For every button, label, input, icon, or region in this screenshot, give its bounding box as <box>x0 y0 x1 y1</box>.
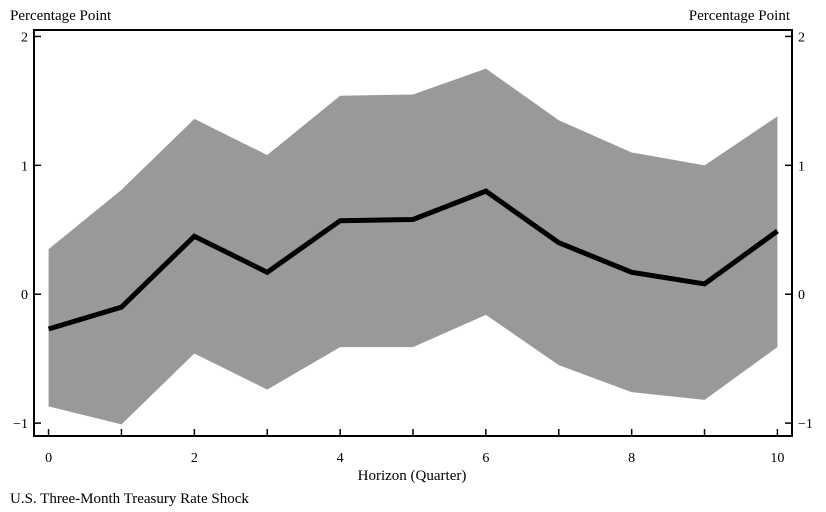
x-tick-label: 6 <box>482 451 489 466</box>
y-tick-label-left: 1 <box>21 159 28 174</box>
y-axis-unit-left: Percentage Point <box>10 8 112 24</box>
confidence-band-layer <box>48 68 778 425</box>
x-tick-label: 8 <box>628 451 635 466</box>
confidence-band <box>48 68 778 425</box>
x-tick-label: 2 <box>191 451 198 466</box>
y-tick-label-right: 2 <box>798 30 805 45</box>
y-tick-label-right: 1 <box>798 159 805 174</box>
response-line <box>47 188 779 332</box>
x-tick-label: 10 <box>770 451 784 466</box>
y-tick-label-right: 0 <box>798 288 805 303</box>
y-tick-label-left: 0 <box>21 288 28 303</box>
response-line-layer <box>47 188 779 332</box>
y-tick-label-right: −1 <box>798 417 813 432</box>
x-axis-label: Horizon (Quarter) <box>358 468 467 484</box>
ticks-layer: −1 −1 0 0 1 1 2 2 0 2 4 6 8 10 <box>13 30 813 466</box>
chart-caption: U.S. Three-Month Treasury Rate Shock <box>10 491 249 507</box>
y-tick-label-left: −1 <box>13 417 28 432</box>
y-tick-label-left: 2 <box>21 30 28 45</box>
x-tick-label: 0 <box>45 451 52 466</box>
y-axis-unit-right: Percentage Point <box>689 8 791 24</box>
x-tick-label: 4 <box>337 451 344 466</box>
